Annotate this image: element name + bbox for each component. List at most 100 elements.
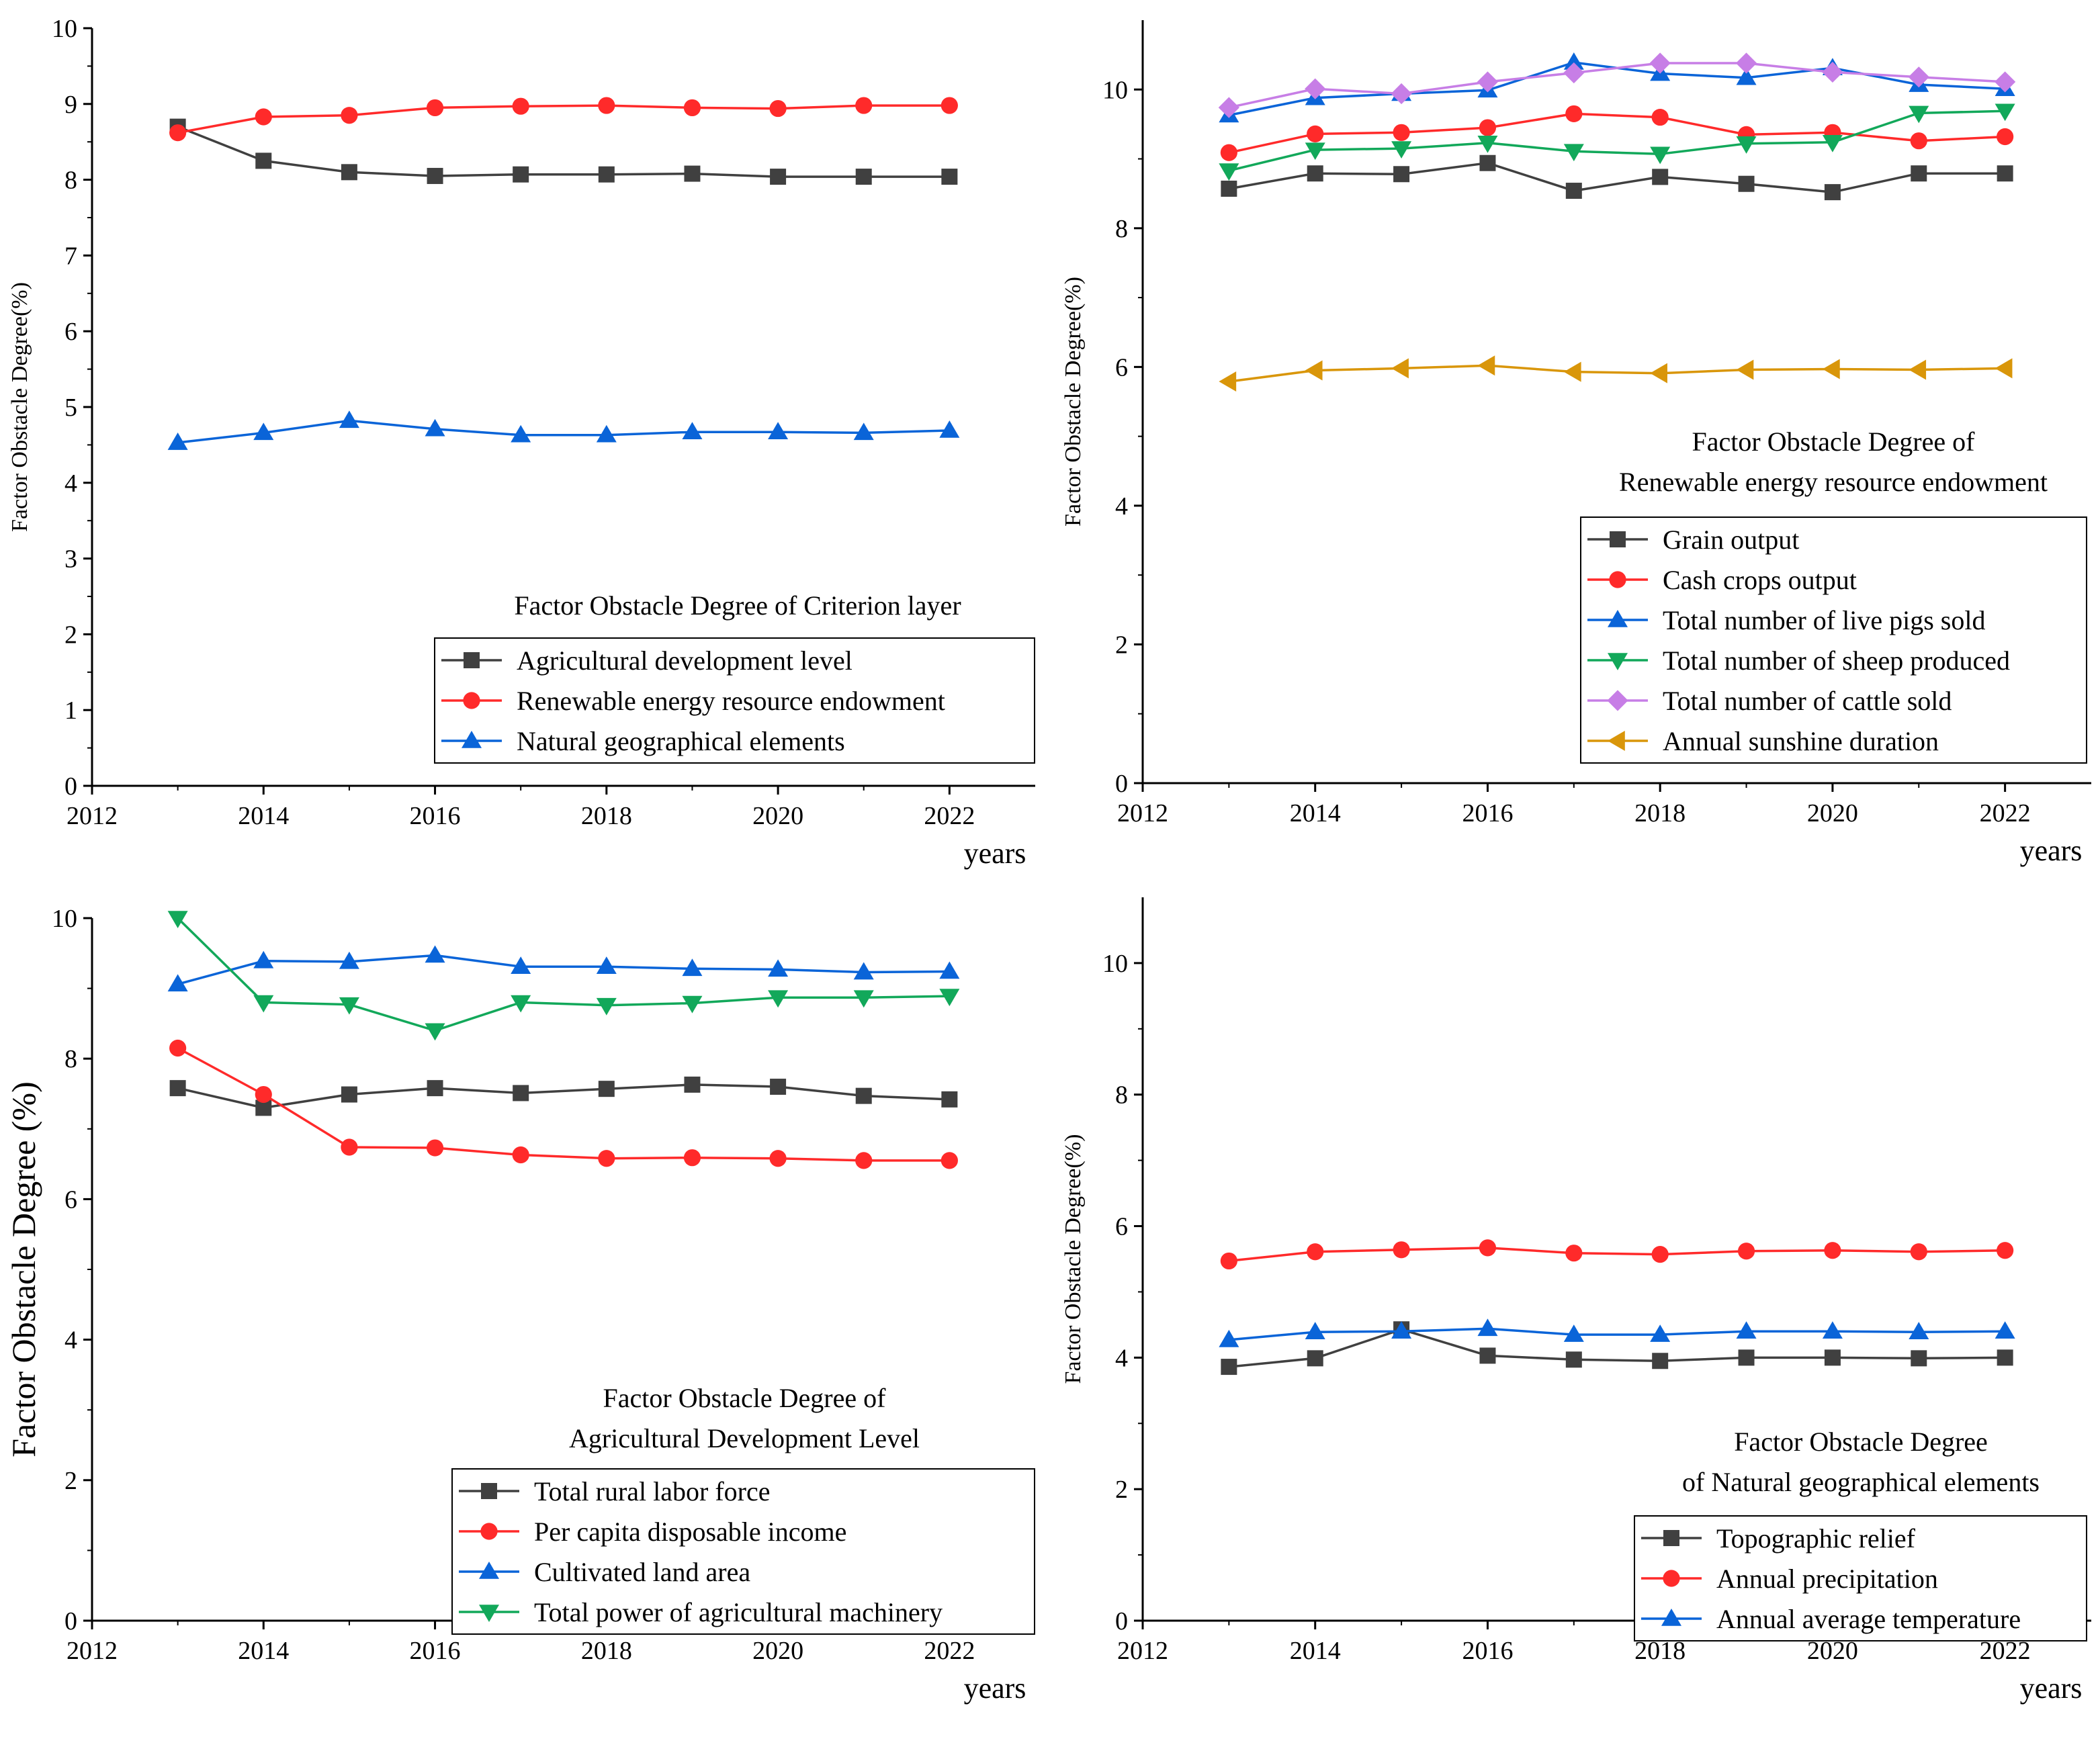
data-point — [1824, 184, 1841, 201]
data-point — [1909, 359, 1927, 380]
data-point — [512, 1146, 529, 1164]
x-tick-label: 2022 — [1980, 799, 2031, 827]
data-point — [1997, 165, 2013, 182]
data-point — [768, 422, 789, 440]
data-point — [940, 97, 958, 114]
data-point — [682, 995, 703, 1014]
legend-label: Topographic relief — [1716, 1523, 1916, 1554]
data-point — [1477, 135, 1498, 153]
data-point — [1652, 169, 1669, 185]
data-point — [1737, 1243, 1755, 1260]
legend-marker — [1661, 1609, 1681, 1626]
x-tick-label: 2016 — [1462, 799, 1513, 827]
data-point — [339, 951, 359, 969]
y-tick-label: 2 — [64, 621, 77, 649]
data-point — [1307, 1350, 1323, 1367]
legend-label: Annual precipitation — [1716, 1564, 1938, 1594]
y-tick-label: 6 — [64, 1185, 77, 1214]
legend-marker — [1663, 1570, 1680, 1587]
data-point — [682, 958, 703, 977]
y-tick-label: 10 — [52, 905, 77, 933]
y-tick-label: 10 — [1102, 76, 1128, 104]
y-axis-title: Factor Obstacle Degree(%) — [1061, 277, 1086, 527]
data-point — [941, 169, 958, 185]
series-1 — [1221, 154, 2013, 201]
series-line — [177, 917, 950, 1032]
legend-label: Natural geographical elements — [517, 726, 845, 756]
data-point — [770, 169, 787, 185]
series-5 — [1218, 52, 2016, 118]
data-point — [1995, 71, 2016, 93]
series-line — [1229, 1247, 2005, 1263]
data-point — [167, 433, 188, 450]
data-point — [167, 974, 188, 992]
data-point — [1997, 1242, 2014, 1259]
data-point — [768, 959, 789, 977]
series-1 — [169, 1076, 958, 1116]
data-point — [1307, 1243, 1324, 1261]
data-point — [1910, 132, 1927, 150]
series-4 — [167, 911, 960, 1041]
data-point — [1565, 105, 1583, 123]
data-point — [1650, 146, 1671, 165]
legend-marker — [464, 652, 480, 668]
legend-box — [434, 637, 1035, 764]
data-point — [427, 1080, 443, 1097]
data-point — [1736, 67, 1757, 85]
series-line — [177, 419, 950, 444]
data-point — [598, 1081, 615, 1097]
x-tick-label: 2014 — [238, 1637, 289, 1665]
legend-title: Renewable energy resource endowment — [1619, 467, 2048, 497]
data-point — [769, 1150, 787, 1167]
data-point — [1563, 1324, 1584, 1342]
data-point — [1218, 97, 1239, 118]
data-point — [255, 108, 272, 126]
legend-label: Per capita disposable income — [534, 1517, 846, 1547]
data-point — [598, 1150, 615, 1167]
y-tick-label: 10 — [1102, 950, 1128, 978]
series-line — [1229, 161, 2005, 193]
data-point — [855, 1152, 873, 1169]
data-point — [1651, 108, 1669, 126]
data-point — [1219, 163, 1239, 181]
legend-marker — [1609, 571, 1626, 588]
x-axis-title: years — [2020, 1672, 2083, 1705]
x-tick-label: 2016 — [410, 1637, 461, 1665]
legend-marker — [462, 731, 482, 748]
series-line — [1229, 61, 2005, 117]
data-point — [1650, 363, 1667, 384]
legend-label: Total number of live pigs sold — [1663, 605, 1985, 635]
y-axis-title: Factor Obstacle Degree (%) — [5, 1081, 42, 1457]
data-point — [341, 164, 357, 181]
data-point — [1736, 136, 1757, 154]
legend-title: Factor Obstacle Degree of Criterion laye… — [514, 590, 961, 621]
y-tick-label: 4 — [1115, 492, 1128, 521]
data-point — [1305, 142, 1325, 161]
data-point — [425, 945, 445, 963]
data-point — [1391, 141, 1412, 159]
x-tick-label: 2014 — [238, 802, 289, 830]
legend-box — [1634, 1515, 2087, 1641]
legend-title: Factor Obstacle Degree of — [603, 1383, 887, 1413]
data-point — [1735, 52, 1757, 74]
y-tick-label: 4 — [64, 469, 77, 498]
data-point — [1911, 165, 1927, 182]
y-tick-label: 4 — [64, 1326, 77, 1355]
data-point — [1393, 1241, 1410, 1259]
series-line — [1229, 62, 2005, 109]
series-line — [177, 1046, 950, 1162]
series-2 — [1220, 1239, 2014, 1270]
data-point — [596, 424, 617, 443]
y-axis-title: Factor Obstacle Degree(%) — [7, 282, 32, 532]
legend-marker — [463, 692, 480, 709]
data-point — [255, 1085, 272, 1104]
data-point — [513, 1085, 529, 1101]
data-point — [939, 961, 960, 979]
data-point — [855, 1087, 872, 1104]
x-axis-title: years — [964, 1672, 1026, 1705]
series-line — [1228, 109, 2005, 172]
data-point — [1220, 144, 1237, 161]
y-tick-label: 6 — [64, 318, 77, 346]
data-point — [1477, 1318, 1498, 1337]
data-point — [940, 1152, 958, 1169]
